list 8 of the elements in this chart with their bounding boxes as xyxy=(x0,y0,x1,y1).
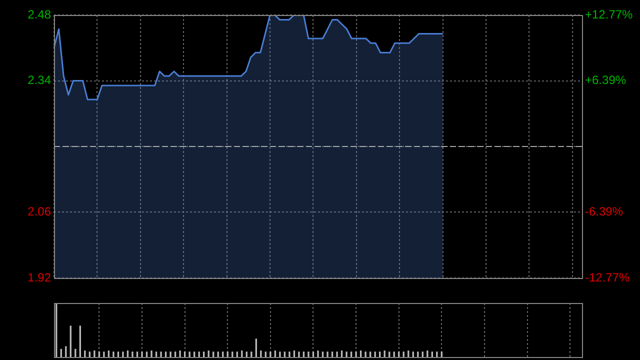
y2-tick-label: -6.39% xyxy=(585,204,624,219)
y2-tick-label: -12.77% xyxy=(585,270,630,284)
y-tick-label: 2.34 xyxy=(28,73,52,88)
y2-tick-label: +6.39% xyxy=(585,73,626,88)
y-tick-label: 1.92 xyxy=(28,270,52,284)
y-tick-label: 2.48 xyxy=(28,7,52,22)
y2-tick-label: +12.77% xyxy=(585,7,634,22)
y-tick-label: 2.06 xyxy=(28,204,52,219)
